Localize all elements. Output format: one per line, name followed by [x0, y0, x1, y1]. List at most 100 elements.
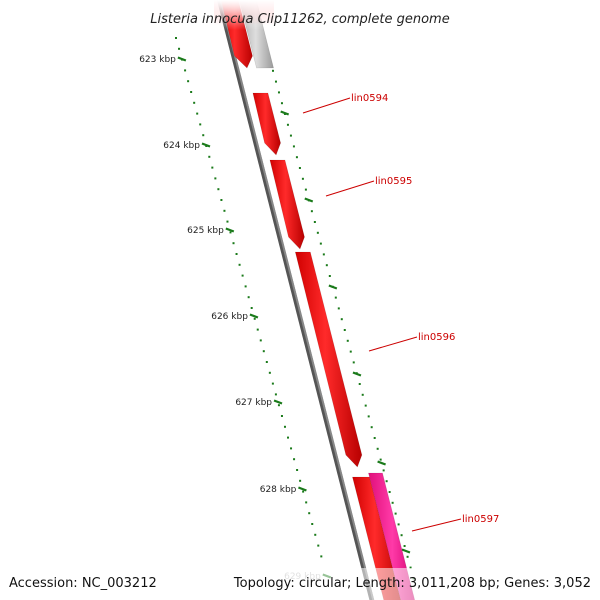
ruler-dot [262, 350, 265, 353]
ruler-dot [190, 91, 193, 93]
outer-ruler-tick [328, 284, 338, 290]
ruler-dot [223, 209, 226, 212]
ruler-dot [308, 512, 311, 515]
ruler-dot [178, 47, 181, 50]
ruler-tick [273, 399, 283, 405]
outer-ruler-dot [295, 156, 298, 159]
ruler-tick [298, 486, 307, 492]
outer-ruler-dot [322, 253, 325, 256]
accession-text: Accession: NC_003212 [9, 576, 157, 591]
outer-ruler-tick [401, 548, 411, 554]
outer-ruler-tick [304, 197, 314, 203]
outer-ruler-dot [301, 177, 304, 180]
ruler-dot [283, 425, 286, 428]
outer-ruler-dot [391, 501, 394, 504]
outer-ruler-dot [367, 415, 370, 418]
outer-ruler-tick [352, 371, 362, 377]
gene-label[interactable]: lin0596 [418, 332, 455, 343]
ruler-dot [290, 447, 293, 450]
outer-ruler-dot [373, 437, 376, 439]
ruler-dot [247, 296, 250, 299]
backbone-line [219, 0, 375, 600]
outer-ruler-dot [340, 318, 343, 321]
ruler-dot [244, 285, 247, 288]
ruler-tick-label: 627 kbp [235, 398, 272, 408]
gene-label[interactable]: lin0595 [375, 176, 412, 187]
ruler-dot [217, 188, 220, 191]
outer-ruler-dot [325, 264, 328, 267]
gene-arrow-lin0596[interactable] [294, 251, 363, 468]
outer-ruler-tick [280, 110, 290, 116]
outer-ruler-dot [388, 491, 391, 493]
ruler-dot [193, 101, 196, 104]
outer-ruler-dot [361, 393, 364, 396]
ruler-dot [287, 436, 290, 439]
ruler-dot [311, 523, 314, 525]
ruler-dot [320, 555, 323, 558]
ruler-dot [305, 501, 308, 504]
ruler-dot [293, 458, 296, 461]
genome-stats-text: Topology: circular; Length: 3,011,208 bp… [233, 576, 591, 591]
gene-arrow-lin0595[interactable] [269, 159, 305, 250]
outer-ruler-dot [379, 458, 382, 461]
ruler-dot [259, 339, 262, 342]
ruler-dot [214, 177, 217, 180]
ruler-dot [229, 231, 232, 234]
ruler-dot [187, 80, 190, 83]
ruler-dot [238, 263, 241, 266]
ruler-dot [250, 307, 253, 309]
outer-ruler-dot [319, 242, 322, 245]
outer-ruler-dot [346, 339, 349, 342]
gene-label[interactable]: lin0597 [462, 514, 499, 525]
gene-labels: lin0594 lin0595 lin0596 lin0597 [302, 93, 499, 532]
ruler-dot [277, 404, 280, 407]
outer-ruler-dot [352, 361, 355, 364]
ruler-dot [175, 37, 177, 39]
outer-ruler-dot [385, 480, 388, 483]
ruler-dot [296, 469, 299, 471]
outer-ruler-dot [334, 296, 337, 299]
ruler-dot [211, 166, 214, 169]
outer-ruler-dot [289, 134, 292, 137]
ruler-dot [235, 253, 238, 255]
gene-leader-line [368, 336, 418, 352]
outer-ruler-dot [298, 167, 301, 169]
ruler-dot [317, 544, 320, 547]
outer-ruler-dot [376, 447, 379, 450]
outer-ruler-dot [403, 545, 406, 547]
ruler-dot [268, 371, 271, 374]
ruler-tick [177, 56, 187, 62]
ruler-dot [226, 220, 229, 223]
ruler-tick-label: 625 kbp [187, 226, 224, 236]
outer-ruler-dot [364, 404, 367, 407]
outer-ruler-dot [394, 512, 397, 515]
outer-ruler-dot [337, 307, 340, 310]
ruler-dot [232, 242, 235, 245]
outer-ruler-dot [316, 231, 319, 234]
ruler-dot [271, 382, 274, 385]
ruler-tick [249, 313, 259, 319]
outer-ruler-dot [328, 275, 331, 277]
ruler-tick-label: 628 kbp [260, 485, 297, 495]
gene-label[interactable]: lin0594 [351, 93, 388, 104]
gene-leader-line [411, 518, 462, 532]
ruler-dot [314, 533, 317, 536]
ruler-dot [241, 274, 244, 277]
ruler-dot [280, 415, 283, 417]
ruler-dot [253, 317, 256, 320]
outer-ruler-dot [292, 145, 295, 148]
outer-ruler-dot [310, 210, 313, 213]
outer-ruler-dot [400, 534, 403, 537]
outer-ruler-dot [358, 383, 361, 385]
outer-ruler-tick [377, 460, 386, 466]
ruler-tick-label: 626 kbp [211, 312, 248, 322]
ruler-dot [199, 123, 202, 126]
gene-leader-line [302, 97, 351, 114]
gene-arrow-lin0594[interactable] [252, 92, 281, 156]
outer-ruler-dot [382, 469, 385, 472]
ruler-tick [201, 142, 211, 148]
genome-backbone [216, 0, 375, 600]
ruler-tick-label: 623 kbp [139, 55, 176, 65]
ruler-tick [225, 227, 235, 233]
